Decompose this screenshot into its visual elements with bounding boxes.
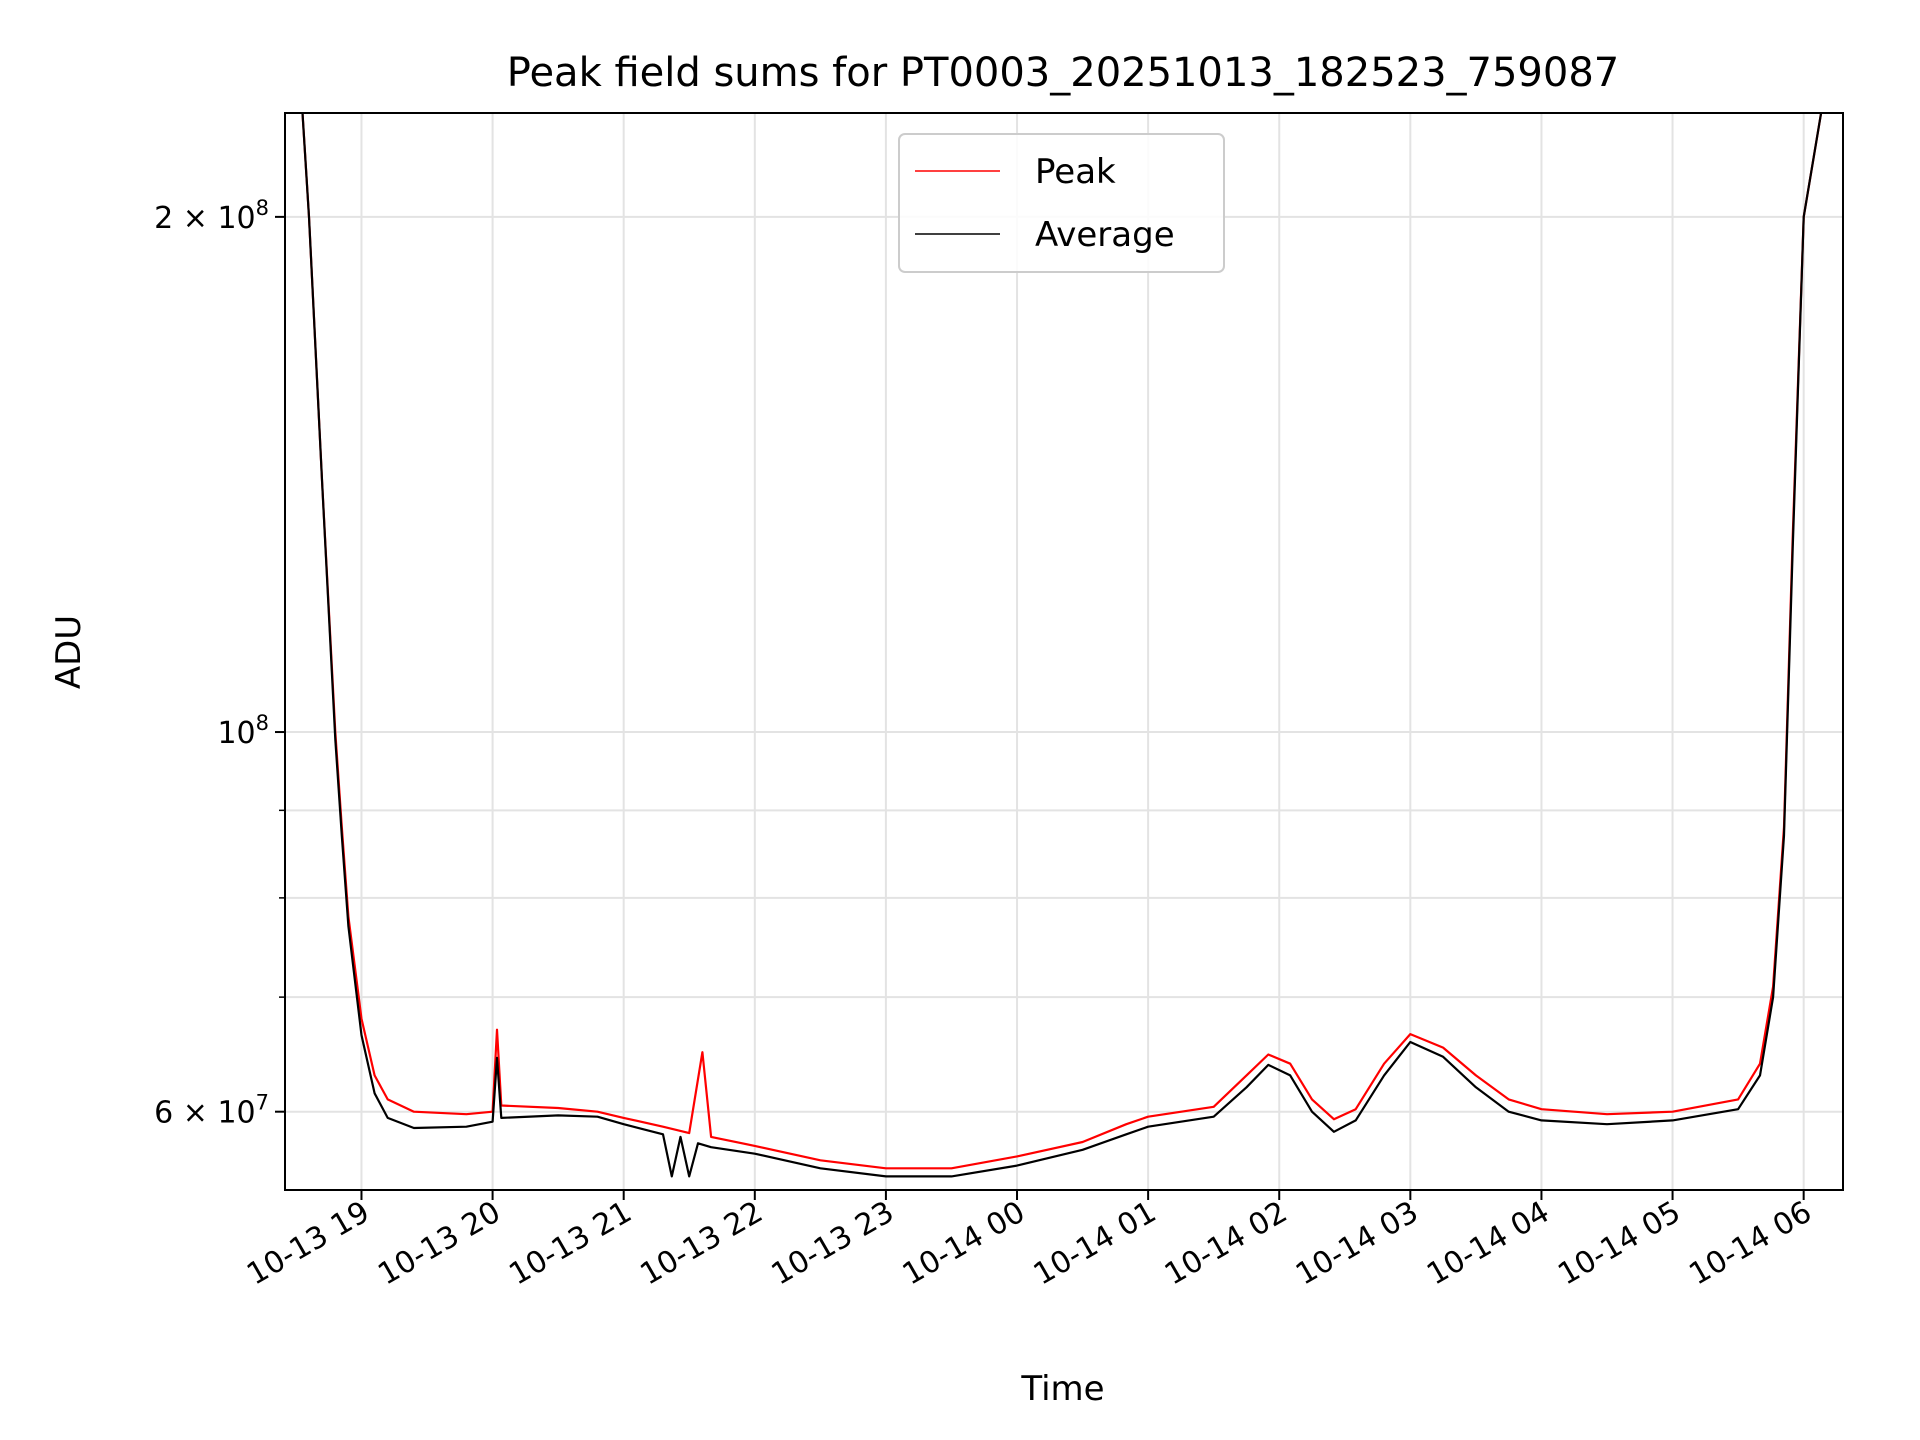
y-tick-label: 6 × 107 — [154, 1091, 269, 1131]
legend-label-peak: Peak — [1035, 152, 1116, 192]
legend-label-average: Average — [1035, 215, 1175, 255]
series-line-peak — [301, 113, 1823, 1170]
plot-frame — [284, 112, 1844, 1191]
y-axis-label: ADU — [49, 615, 89, 689]
x-axis-label: Time — [1020, 1369, 1104, 1409]
legend: Peak Average — [898, 133, 1225, 273]
y-tick-label: 2 × 108 — [154, 196, 269, 236]
y-axis-ticks: 6 × 107 108 2 × 108 — [154, 196, 285, 1131]
chart-title: Peak field sums for PT0003_20251013_1825… — [507, 50, 1619, 96]
series-line-average — [301, 113, 1823, 1178]
y-tick-label: 108 — [217, 711, 269, 751]
plot-series — [301, 113, 1823, 1178]
legend-box — [898, 133, 1225, 273]
